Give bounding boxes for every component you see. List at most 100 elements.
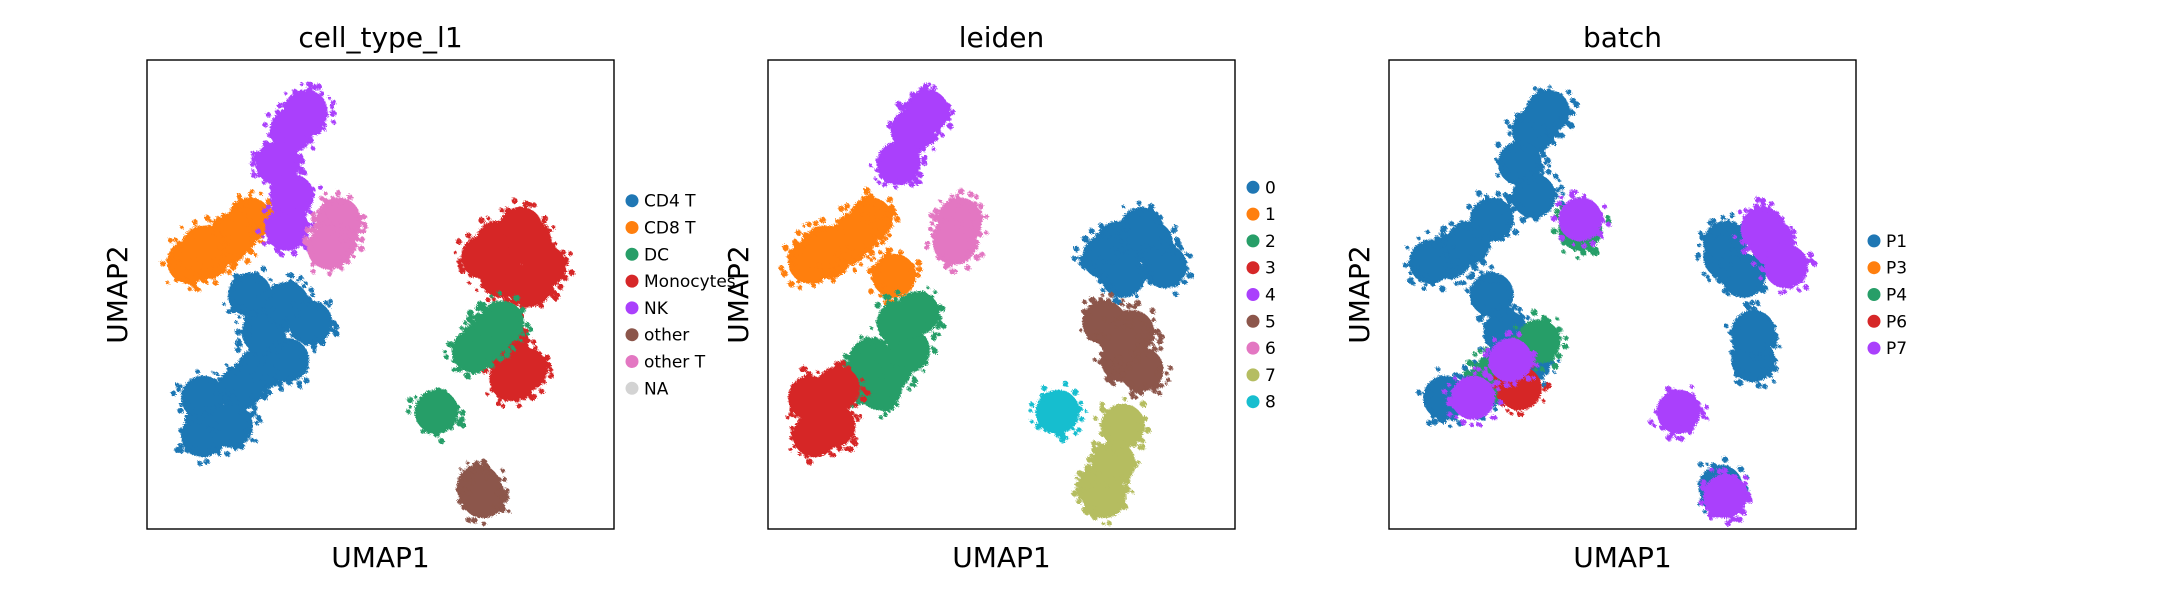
data-point-speck — [1575, 255, 1580, 260]
data-point-speck — [1749, 300, 1755, 306]
data-point-speck — [830, 278, 836, 284]
data-point-speck — [1556, 359, 1561, 363]
data-point-speck — [1767, 372, 1773, 378]
data-point-speck — [542, 355, 549, 362]
data-point-speck — [1496, 237, 1501, 242]
data-point-speck — [462, 334, 468, 341]
data-point-speck — [495, 481, 502, 488]
legend-label: P4 — [1886, 286, 1907, 306]
data-point-speck — [1104, 375, 1112, 383]
data-point-speck — [789, 412, 794, 417]
data-point-speck — [789, 261, 795, 267]
data-point-speck — [803, 374, 808, 379]
chart-title: batch — [1583, 21, 1662, 54]
data-point-speck — [806, 419, 812, 424]
data-point-speck — [1587, 246, 1594, 253]
data-point-speck — [519, 338, 523, 343]
data-point-speck — [521, 359, 527, 365]
data-point-speck — [1143, 382, 1147, 386]
data-point-speck — [196, 417, 203, 425]
data-point-speck — [1135, 420, 1140, 424]
data-point-speck — [1099, 342, 1105, 348]
data-point-speck — [1730, 220, 1737, 228]
data-point-speck — [224, 363, 229, 367]
data-point-speck — [1463, 223, 1471, 231]
data-point-speck — [354, 233, 359, 238]
data-point-speck — [511, 198, 518, 204]
data-point-speck — [885, 358, 892, 366]
data-point-speck — [500, 403, 506, 409]
data-point-speck — [1144, 426, 1152, 434]
data-point-speck — [801, 238, 806, 243]
data-point-speck — [875, 319, 881, 325]
data-point-speck — [315, 301, 323, 309]
data-point-speck — [1698, 499, 1705, 506]
data-point-speck — [1081, 308, 1087, 315]
data-point-speck — [869, 234, 873, 239]
data-point-speck — [797, 444, 803, 450]
data-point-speck — [905, 105, 911, 111]
data-point-speck — [881, 258, 887, 264]
data-point-speck — [1177, 270, 1185, 278]
data-point-speck — [1148, 270, 1154, 277]
data-point-speck — [1759, 286, 1767, 294]
data-point-speck — [548, 367, 554, 373]
data-point-speck — [225, 439, 233, 447]
data-point-speck — [1742, 474, 1748, 480]
data-point-speck — [1549, 356, 1555, 362]
data-point-speck — [1150, 335, 1155, 341]
data-point-speck — [1746, 496, 1753, 504]
data-point-speck — [1101, 522, 1106, 526]
data-point-speck — [939, 132, 945, 138]
data-point-speck — [901, 336, 909, 344]
data-point-speck — [347, 194, 353, 201]
data-point-speck — [1130, 396, 1135, 400]
data-point-speck — [1532, 214, 1540, 222]
data-point-speck — [477, 334, 482, 339]
data-point-speck — [1120, 221, 1126, 227]
data-point-speck — [510, 361, 515, 365]
data-point-speck — [1093, 465, 1100, 472]
data-point-speck — [268, 192, 273, 196]
data-point-speck — [839, 243, 846, 250]
data-point-speck — [1128, 380, 1134, 386]
data-point-speck — [456, 419, 463, 427]
data-point-speck — [180, 266, 185, 270]
data-point-speck — [1698, 230, 1703, 236]
data-point-speck — [1720, 215, 1726, 221]
data-point-speck — [1077, 256, 1081, 260]
data-point-speck — [1514, 170, 1518, 174]
data-point-speck — [486, 235, 490, 239]
data-point-speck — [1506, 306, 1511, 311]
data-point-speck — [868, 163, 873, 168]
data-point-speck — [944, 111, 952, 118]
data-point-speck — [452, 354, 457, 359]
data-point-speck — [1450, 389, 1456, 394]
data-point-speck — [1424, 282, 1428, 287]
data-point-speck — [1474, 278, 1481, 285]
data-point-speck — [1181, 280, 1185, 284]
legend-marker — [625, 274, 639, 288]
data-point-speck — [544, 224, 549, 230]
data-point-speck — [340, 241, 346, 248]
data-point-speck — [512, 306, 517, 311]
data-point-speck — [278, 143, 285, 150]
data-point-speck — [880, 160, 886, 166]
data-point-speck — [193, 286, 200, 292]
data-point-speck — [832, 224, 837, 228]
data-point-speck — [883, 170, 888, 176]
data-point-speck — [1111, 447, 1116, 452]
data-point-speck — [1086, 261, 1093, 268]
data-point-speck — [1507, 177, 1515, 184]
data-point-speck — [465, 517, 472, 523]
data-point-speck — [262, 373, 269, 381]
data-point-speck — [263, 150, 270, 157]
data-point-speck — [229, 264, 234, 269]
data-point-speck — [1130, 490, 1135, 494]
data-point-speck — [817, 262, 822, 268]
legend-label: 2 — [1265, 232, 1276, 252]
data-point-speck — [838, 217, 844, 223]
data-point-speck — [445, 400, 449, 405]
data-point-speck — [291, 249, 298, 257]
